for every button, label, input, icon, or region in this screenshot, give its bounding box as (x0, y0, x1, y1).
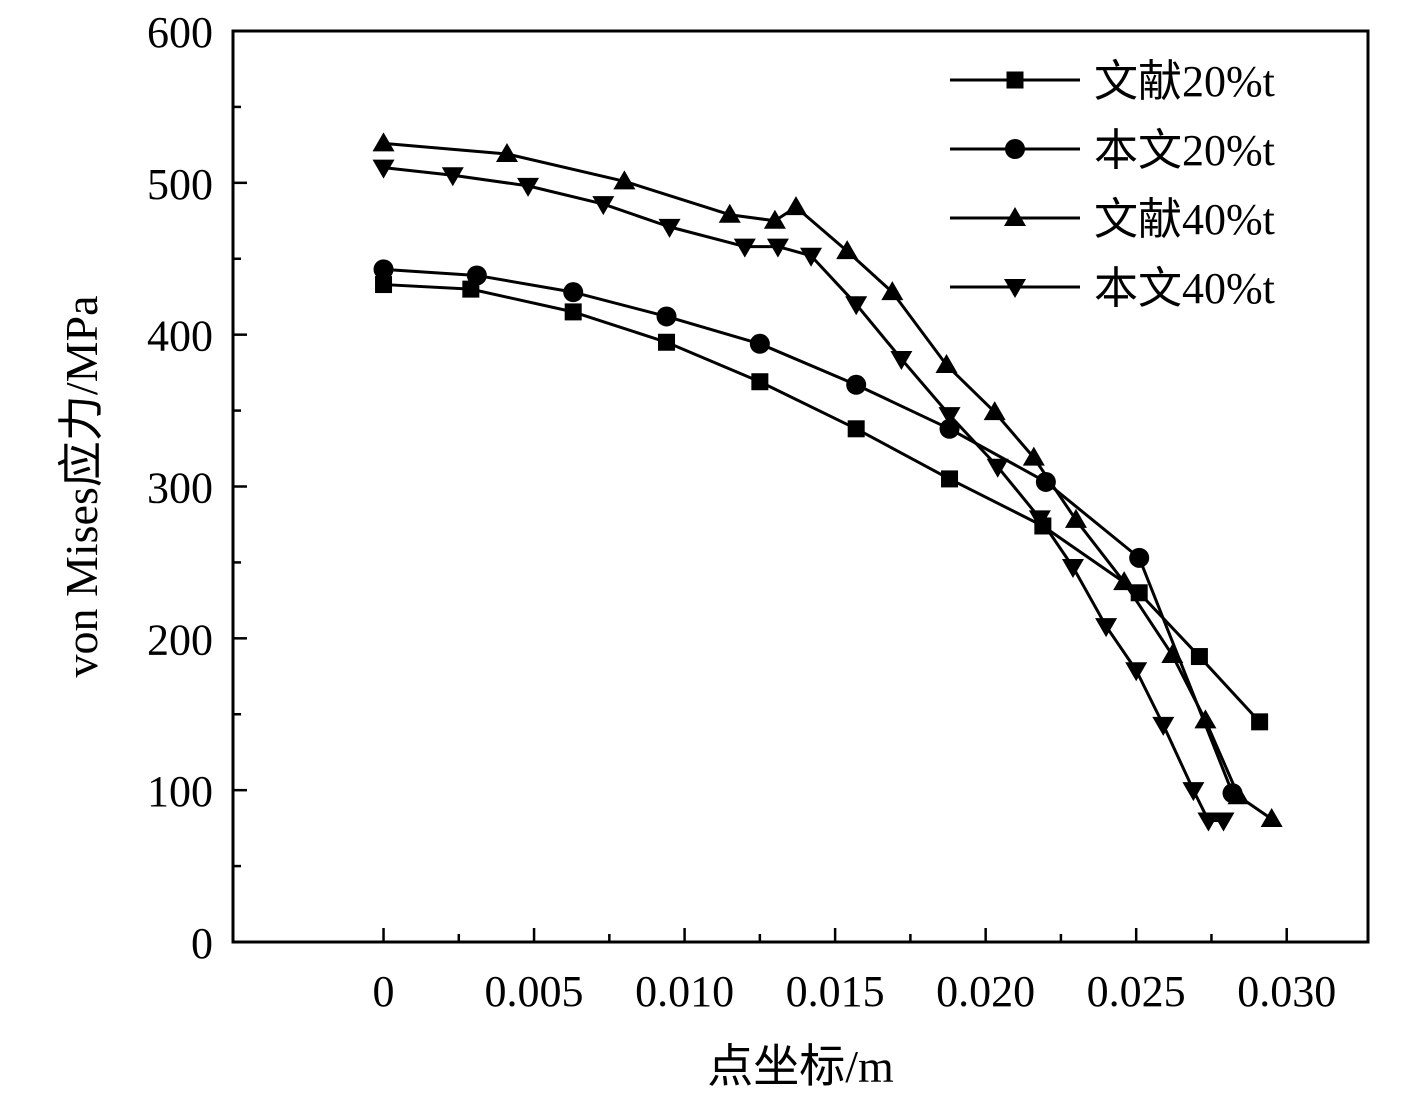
series-3 (372, 132, 1283, 828)
data-point (517, 177, 540, 197)
x-axis-title: 点坐标/m (707, 1041, 894, 1092)
series-line (383, 267, 1234, 794)
data-point (372, 132, 395, 152)
x-tick-label: 0.020 (936, 967, 1035, 1016)
data-point (495, 142, 518, 162)
x-tick-label: 0 (373, 967, 395, 1016)
data-point (938, 407, 961, 427)
data-point (613, 170, 636, 190)
x-axis-ticks: 0 0.005 0.010 0.015 0.020 0.025 0.030 (373, 928, 1336, 1016)
legend-marker (1005, 139, 1025, 159)
data-point (890, 350, 913, 370)
data-point (881, 281, 904, 301)
data-point (1212, 812, 1235, 832)
data-point (1152, 716, 1175, 736)
data-point (1182, 782, 1205, 802)
data-point (766, 238, 789, 258)
data-point (763, 209, 786, 229)
data-point (1130, 584, 1148, 602)
x-tick-label: 0.010 (635, 967, 734, 1016)
x-tick-label: 0.030 (1237, 967, 1336, 1016)
data-point (1129, 547, 1150, 568)
data-point (372, 159, 395, 179)
series-line (383, 141, 1273, 821)
y-tick-label: 400 (147, 312, 213, 361)
data-point (1095, 618, 1118, 638)
legend-item: 本文20%t (950, 126, 1275, 175)
legend-marker (1004, 279, 1026, 298)
data-point (375, 276, 393, 294)
data-point (1028, 510, 1051, 530)
legend-label: 本文20%t (1094, 126, 1275, 175)
series-line (383, 166, 1224, 823)
y-tick-label: 100 (147, 767, 213, 816)
data-point (466, 265, 487, 286)
data-point (986, 458, 1009, 478)
data-point (1251, 713, 1269, 731)
data-point (373, 259, 394, 280)
data-point (1125, 662, 1148, 682)
data-point (656, 306, 677, 327)
data-point (751, 373, 769, 391)
data-point (658, 218, 681, 238)
data-point (845, 296, 868, 316)
data-point (935, 354, 958, 374)
legend-item: 文献40%t (950, 195, 1275, 244)
data-point (592, 196, 615, 216)
data-point (983, 401, 1006, 421)
y-tick-label: 0 (191, 919, 213, 968)
legend-label: 本文40%t (1094, 264, 1275, 313)
legend-marker (1006, 71, 1024, 89)
data-point (1064, 508, 1087, 528)
x-tick-label: 0.005 (485, 967, 584, 1016)
y-tick-label: 600 (147, 8, 213, 57)
y-tick-label: 300 (147, 464, 213, 513)
legend-label: 文献20%t (1094, 57, 1275, 106)
data-point (1227, 785, 1250, 805)
data-point (1061, 558, 1084, 578)
y-axis-ticks: 0 100 200 300 400 500 600 (147, 8, 247, 968)
data-point (846, 374, 867, 395)
data-point (564, 303, 582, 321)
data-point (847, 420, 865, 438)
series-group (372, 132, 1283, 832)
data-point (733, 238, 756, 258)
data-point (1190, 648, 1208, 666)
data-point (1197, 812, 1220, 832)
y-axis-title: von Mises应力/MPa (56, 295, 107, 677)
legend-item: 文献20%t (950, 57, 1275, 106)
data-point (784, 196, 807, 216)
data-point (749, 333, 770, 354)
legend-marker (1004, 207, 1026, 226)
series-4 (372, 159, 1235, 832)
legend-item: 本文40%t (950, 264, 1275, 313)
data-point (939, 418, 960, 439)
legend-label: 文献40%t (1094, 195, 1275, 244)
data-point (800, 247, 823, 267)
y-tick-label: 200 (147, 615, 213, 664)
legend: 文献20%t 本文20%t 文献40%t 本文40%t (950, 57, 1275, 313)
data-point (1260, 808, 1283, 828)
y-tick-label: 500 (147, 160, 213, 209)
data-point (1113, 571, 1136, 591)
data-point (1035, 471, 1056, 492)
data-point (836, 240, 859, 260)
x-tick-label: 0.025 (1087, 967, 1186, 1016)
data-point (718, 203, 741, 223)
data-point (1022, 446, 1045, 466)
x-tick-label: 0.015 (786, 967, 885, 1016)
data-point (1161, 644, 1184, 664)
data-point (1194, 709, 1217, 729)
data-point (441, 167, 464, 187)
data-point (563, 282, 584, 303)
series-1 (375, 276, 1269, 731)
data-point (941, 470, 959, 488)
series-2 (373, 259, 1243, 804)
data-point (658, 333, 676, 351)
